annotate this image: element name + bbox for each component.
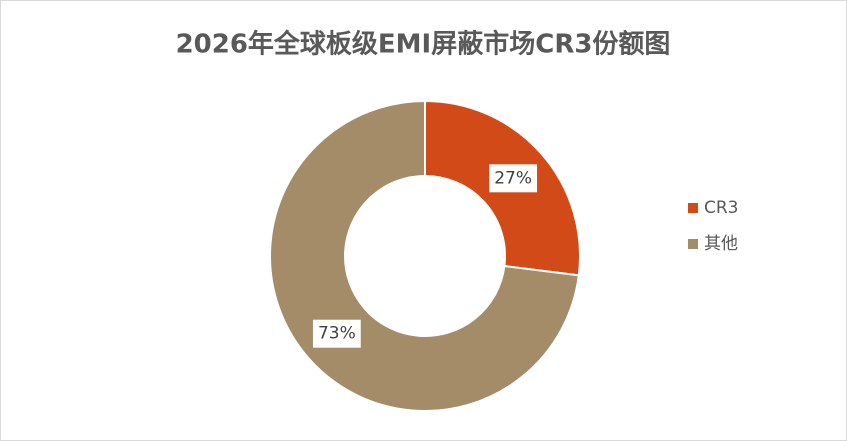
data-label-box [312,319,361,348]
legend-swatch [688,203,698,213]
data-label: 73% [318,324,356,344]
legend-label: CR3 [704,198,739,218]
data-label-box [489,164,538,193]
chart-title: 2026年全球板级EMI屏蔽市场CR3份额图 [176,29,671,60]
legend-label: 其他 [704,234,738,254]
legend-swatch [688,239,698,249]
data-label: 27% [494,168,532,188]
